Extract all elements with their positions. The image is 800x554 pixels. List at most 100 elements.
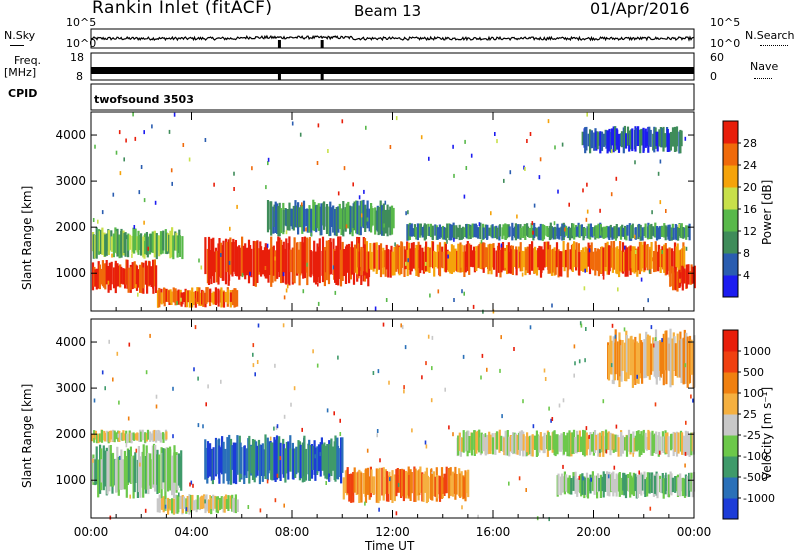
scatter-cell: [533, 203, 536, 208]
scatter-cell: [513, 347, 515, 351]
range-gate-cell: [128, 234, 132, 250]
scatter-cell: [500, 243, 503, 248]
scatter-cell: [599, 449, 601, 454]
range-gate-cell: [513, 432, 516, 454]
range-gate-cell: [313, 202, 316, 232]
range-gate-cell: [658, 431, 661, 455]
scatter-cell: [360, 213, 363, 218]
x-tick-label: 12:00: [375, 525, 410, 539]
scatter-cell: [472, 304, 475, 309]
scatter-cell: [446, 239, 448, 244]
range-gate-cell: [222, 441, 225, 484]
range-gate-cell: [673, 242, 677, 276]
range-gate-cell: [522, 434, 525, 451]
range-gate-cell: [120, 266, 123, 284]
range-gate-cell: [470, 432, 474, 456]
range-gate-cell: [602, 471, 605, 498]
range-gate-cell: [200, 495, 204, 509]
range-gate-cell: [558, 435, 561, 452]
range-gate-cell: [527, 436, 530, 456]
range-gate-cell: [282, 209, 285, 233]
range-gate-cell: [116, 263, 119, 287]
range-gate-cell: [181, 495, 184, 514]
scatter-cell: [384, 200, 387, 205]
colorbar-tick-label: 8: [743, 247, 750, 260]
range-gate-cell: [158, 235, 161, 257]
range-gate-cell: [373, 242, 376, 269]
range-gate-cell: [366, 200, 369, 229]
range-gate-cell: [465, 432, 468, 452]
range-gate-cell: [628, 246, 631, 271]
scatter-cell: [551, 303, 553, 308]
range-gate-cell: [655, 131, 658, 147]
range-gate-cell: [236, 435, 239, 475]
scatter-cell: [659, 159, 662, 164]
range-gate-cell: [245, 448, 248, 478]
colorbar-swatch: [723, 330, 738, 352]
scatter-cell: [283, 503, 285, 508]
range-gate-cell: [496, 227, 499, 240]
scatter-cell: [139, 462, 141, 467]
scatter-cell: [526, 452, 528, 457]
range-gate-cell: [532, 435, 535, 449]
range-gate-cell: [385, 244, 388, 270]
range-gate-cell: [619, 226, 623, 240]
range-gate-cell: [98, 264, 101, 290]
range-gate-cell: [638, 473, 641, 494]
range-gate-cell: [686, 475, 689, 497]
range-gate-cell: [534, 435, 537, 450]
range-gate-cell: [155, 265, 158, 293]
range-gate-cell: [148, 233, 152, 255]
range-gate-cell: [540, 436, 543, 451]
scatter-cell: [578, 475, 581, 480]
range-gate-cell: [206, 500, 209, 512]
range-gate-cell: [675, 432, 679, 457]
range-gate-cell: [512, 227, 515, 236]
range-gate-cell: [518, 431, 521, 456]
range-gate-cell: [312, 199, 315, 231]
range-gate-cell: [112, 233, 115, 258]
range-gate-cell: [410, 242, 413, 272]
range-gate-cell: [659, 436, 662, 455]
range-gate-cell: [477, 245, 480, 269]
range-gate-cell: [131, 456, 134, 484]
range-gate-cell: [614, 126, 617, 152]
range-gate-cell: [275, 435, 279, 480]
scatter-cell: [125, 443, 128, 448]
range-gate-cell: [134, 228, 137, 251]
range-gate-cell: [642, 429, 645, 453]
range-gate-cell: [486, 224, 489, 239]
scatter-cell: [453, 298, 455, 302]
range-gate-cell: [625, 133, 628, 149]
range-gate-cell: [526, 246, 529, 273]
range-gate-cell: [171, 227, 174, 258]
range-gate-cell: [438, 476, 442, 502]
scatter-cell: [204, 499, 206, 504]
range-gate-cell: [198, 287, 201, 306]
range-gate-cell: [292, 205, 295, 231]
range-gate-cell: [154, 445, 157, 492]
range-gate-cell: [668, 248, 671, 277]
range-gate-cell: [140, 262, 144, 294]
scatter-cell: [385, 298, 388, 302]
range-gate-cell: [364, 468, 368, 503]
range-gate-cell: [212, 447, 215, 480]
range-gate-cell: [294, 200, 297, 228]
range-gate-cell: [408, 475, 411, 497]
scatter-cell: [407, 258, 409, 263]
range-gate-cell: [670, 473, 673, 496]
range-gate-cell: [598, 478, 601, 492]
scatter-cell: [665, 472, 667, 477]
scatter-cell: [654, 402, 657, 407]
range-gate-cell: [356, 200, 359, 235]
range-gate-cell: [567, 477, 570, 494]
range-gate-cell: [462, 475, 465, 500]
scatter-cell: [470, 153, 473, 158]
scatter-cell: [275, 425, 278, 430]
range-gate-cell: [688, 472, 691, 497]
range-gate-cell: [173, 445, 176, 483]
range-gate-cell: [595, 251, 598, 271]
range-gate-cell: [666, 248, 669, 275]
range-gate-cell: [690, 432, 693, 456]
range-gate-cell: [489, 434, 492, 454]
